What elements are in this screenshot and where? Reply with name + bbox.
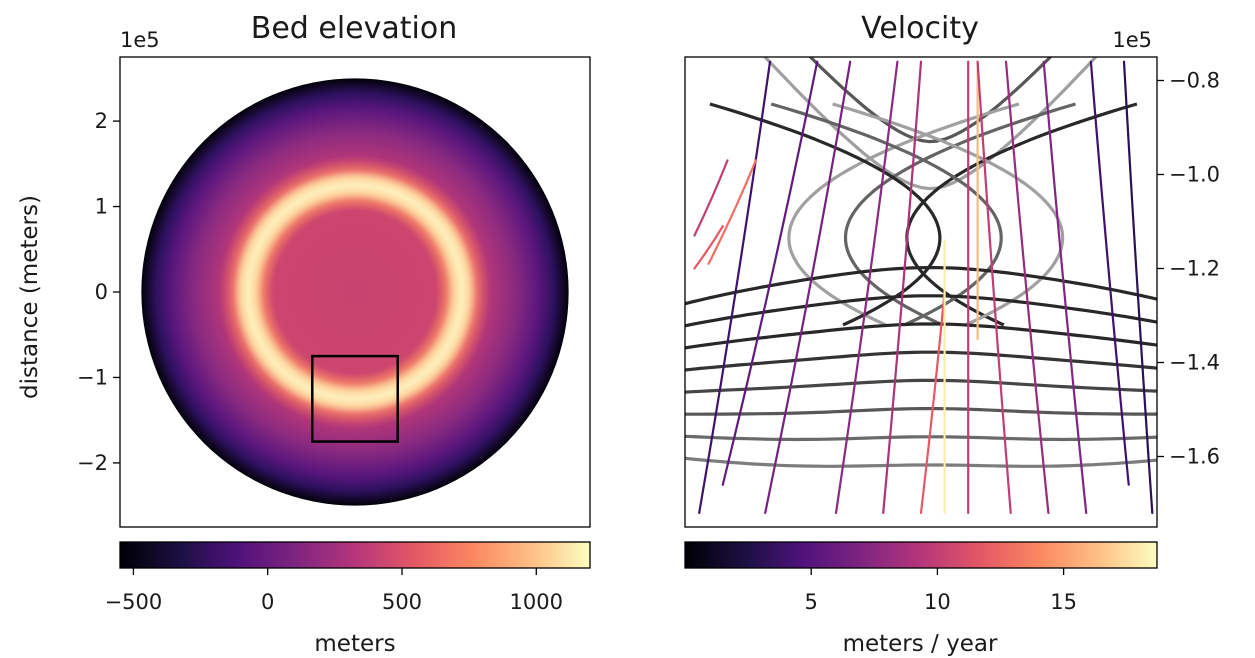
contour-line — [685, 294, 1157, 328]
colorbar-tick-label: 10 — [924, 590, 951, 614]
bed-elevation-y-axis-label: distance (meters) — [17, 195, 43, 399]
colorbar-tick-label: 15 — [1050, 590, 1077, 614]
colorbar-tick-label: −500 — [105, 590, 163, 614]
bed-elevation-colorbar-ticks: −500 0 500 1000 — [105, 568, 563, 614]
colorbar-tick-label: 0 — [261, 590, 274, 614]
streamline — [834, 60, 899, 514]
ridge-ring-glow — [237, 174, 473, 410]
bed-elevation-y-ticks: 2 1 0 −1 −2 — [77, 109, 120, 475]
contour-line — [685, 266, 1157, 306]
velocity-axes-frame — [684, 56, 1158, 528]
contour-line — [787, 102, 1020, 327]
velocity-colorbar-ticks: 5 10 15 — [805, 568, 1077, 614]
contour-line — [685, 378, 1157, 394]
y-tick-label: −1.2 — [1169, 257, 1220, 281]
contour-line — [843, 102, 1076, 327]
velocity-colorbar — [684, 541, 1158, 569]
streamline — [721, 60, 819, 486]
bed-elevation-colorbar-label: meters — [314, 631, 395, 657]
streamline — [919, 290, 946, 514]
bed-elevation-disc — [141, 78, 569, 506]
colorbar-tick-label: 500 — [382, 590, 422, 614]
y-tick-label: 0 — [95, 280, 108, 304]
y-tick-label: −1.6 — [1169, 445, 1220, 469]
streamline — [764, 60, 852, 514]
contour-line — [808, 57, 1053, 144]
streamline — [707, 159, 757, 265]
y-tick-label: 2 — [95, 109, 108, 133]
streamline — [1042, 60, 1088, 514]
y-tick-label: 1 — [95, 195, 108, 219]
velocity-panel: Velocity −0.8−1.0−1.2−1.4−1.6 1e5 5 10 15 … — [684, 11, 1220, 657]
y-tick-label: −1.4 — [1169, 351, 1220, 375]
velocity-title: Velocity — [861, 11, 979, 46]
streamline — [976, 60, 1012, 514]
contour-line — [905, 102, 1138, 327]
streamline — [693, 159, 729, 237]
velocity-streamlines — [693, 60, 1154, 514]
streamline — [882, 60, 923, 514]
streamline — [693, 225, 724, 270]
y-tick-label: −0.8 — [1169, 69, 1220, 93]
velocity-y-ticks: −0.8 −1.0 −1.2 −1.4 −1.6 — [1157, 69, 1220, 469]
contour-line — [685, 407, 1157, 416]
velocity-y-offset: 1e5 — [1112, 28, 1152, 52]
streamline — [698, 60, 772, 514]
velocity-colorbar-label: meters / year — [843, 631, 998, 657]
bed-elevation-title: Bed elevation — [251, 11, 457, 46]
streamline — [1089, 60, 1130, 486]
contour-line — [685, 350, 1157, 372]
contour-line — [685, 434, 1157, 442]
y-tick-label: −1.0 — [1169, 163, 1220, 187]
contour-line — [832, 102, 1065, 327]
streamline — [1004, 60, 1050, 514]
contour-line — [709, 102, 942, 327]
y-tick-label: −1 — [77, 365, 108, 389]
bed-elevation-colorbar — [119, 541, 591, 569]
contour-line — [762, 57, 1098, 191]
bed-elevation-y-offset: 1e5 — [120, 28, 160, 52]
contour-line — [685, 456, 1157, 468]
y-tick-label: −2 — [77, 451, 108, 475]
inset-box — [311, 354, 399, 443]
colorbar-tick-label: 1000 — [510, 590, 563, 614]
contour-line — [685, 322, 1157, 350]
streamline — [1122, 60, 1154, 514]
velocity-contours — [685, 57, 1157, 468]
colorbar-tick-label: 5 — [805, 590, 818, 614]
bed-elevation-panel: Bed elevation 2 1 0 −1 −2 1e5 distance (mete… — [17, 11, 591, 657]
